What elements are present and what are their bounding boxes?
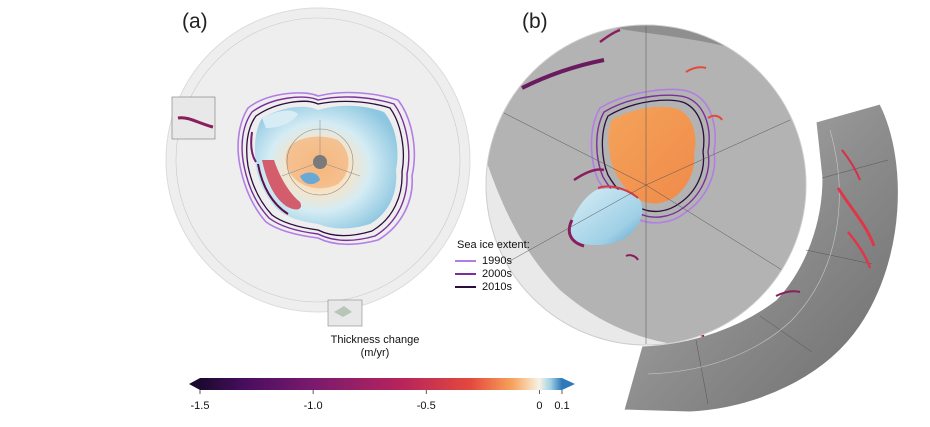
- colorbar-upper-extension: [562, 378, 575, 390]
- legend-entry-2010s: 2010s: [455, 280, 530, 293]
- arctic-map: [485, 24, 899, 413]
- south-america-glacier-patch: [177, 116, 214, 129]
- arctic-sector-line: [501, 111, 647, 186]
- antarctica-west-coast-loss: [262, 160, 302, 210]
- canadian-arctic-glacier-patch: [573, 168, 605, 182]
- arctic-sector-line: [645, 184, 783, 271]
- colorbar-ticks: [199, 390, 563, 394]
- panel-label-a: (a): [182, 10, 208, 33]
- sea-ice-legend: Sea ice extent: 1990s 2000s 2010s: [455, 239, 530, 293]
- arctic-sea-ice-thinning: [608, 106, 696, 204]
- antarctica-sea-ice-2010s: [246, 100, 405, 237]
- legend-swatch-2000s: [455, 272, 476, 275]
- antarctica-grid-line: [319, 161, 361, 177]
- arctic-sector-line: [507, 184, 647, 263]
- colorbar-tick-label: 0.1: [554, 400, 570, 412]
- arctic-sector-line: [645, 119, 791, 186]
- legend-label-2000s: 2000s: [482, 267, 512, 280]
- antarctica-east-light-patch: [262, 110, 298, 128]
- arctic-map-rim: [485, 24, 807, 346]
- asia-glacier-patch: [847, 231, 872, 269]
- fan-sector-line: [695, 339, 709, 405]
- antarctica-peninsula-rim: [250, 131, 257, 163]
- legend-entry-1990s: 1990s: [455, 254, 530, 267]
- iceland-glacier-patch: [625, 254, 639, 261]
- fan-sector-line: [805, 249, 873, 265]
- arctic-outer-fan: [623, 103, 899, 413]
- colorbar: [189, 378, 575, 394]
- asia-glacier-patch: [841, 149, 861, 181]
- antarctica-map-rim: [175, 17, 461, 303]
- antarctica-sea-ice-2000s: [241, 96, 410, 241]
- panel-label-b: (b): [522, 10, 548, 33]
- legend-label-1990s: 1990s: [482, 254, 512, 267]
- greenland-coastal-loss: [567, 219, 585, 248]
- fan-sector-line: [759, 315, 813, 353]
- colorbar-tick-label: -1.0: [303, 400, 323, 412]
- legend-entry-2000s: 2000s: [455, 267, 530, 280]
- legend-label-2010s: 2010s: [482, 280, 512, 293]
- colorbar-tick-label: -0.5: [416, 400, 436, 412]
- colorbar-tick-label: 0: [536, 400, 543, 412]
- antarctica-west-coast-rim: [257, 163, 289, 215]
- russian-arctic-glacier-patch: [685, 66, 707, 73]
- caucasus-glacier-patch: [775, 290, 801, 297]
- colorbar-unit: (m/yr): [360, 347, 390, 359]
- asia-glacier-patch: [836, 187, 876, 247]
- antarctica-sea-ice-1990s: [237, 91, 416, 246]
- legend-swatch-2010s: [455, 285, 476, 288]
- greenland-coastal-loss: [597, 185, 639, 199]
- colorbar-title: Thickness change (m/yr): [300, 334, 450, 360]
- alaska-glacier-patch: [521, 58, 605, 90]
- svalbard-glacier-patch: [707, 114, 723, 121]
- south-pole-marker: [313, 155, 327, 169]
- antarctica-map: [165, 7, 471, 327]
- legend-title: Sea ice extent:: [457, 239, 530, 251]
- arctic-sea-ice-2000s: [596, 94, 710, 218]
- sub-antarctic-island: [334, 306, 352, 317]
- alaska-glacier-patch: [599, 28, 621, 44]
- colorbar-title-text: Thickness change: [330, 334, 420, 346]
- arctic-sea-ice-2010s: [601, 99, 705, 213]
- legend-swatch-1990s: [455, 259, 476, 262]
- greenland-ice-sheet: [569, 188, 643, 246]
- antarctica-blue-patch: [300, 172, 320, 185]
- colorbar-bar: [200, 378, 562, 390]
- colorbar-lower-extension: [189, 378, 200, 390]
- colorbar-tick-label: -1.5: [190, 400, 210, 412]
- arctic-sea-ice-1990s: [590, 88, 716, 224]
